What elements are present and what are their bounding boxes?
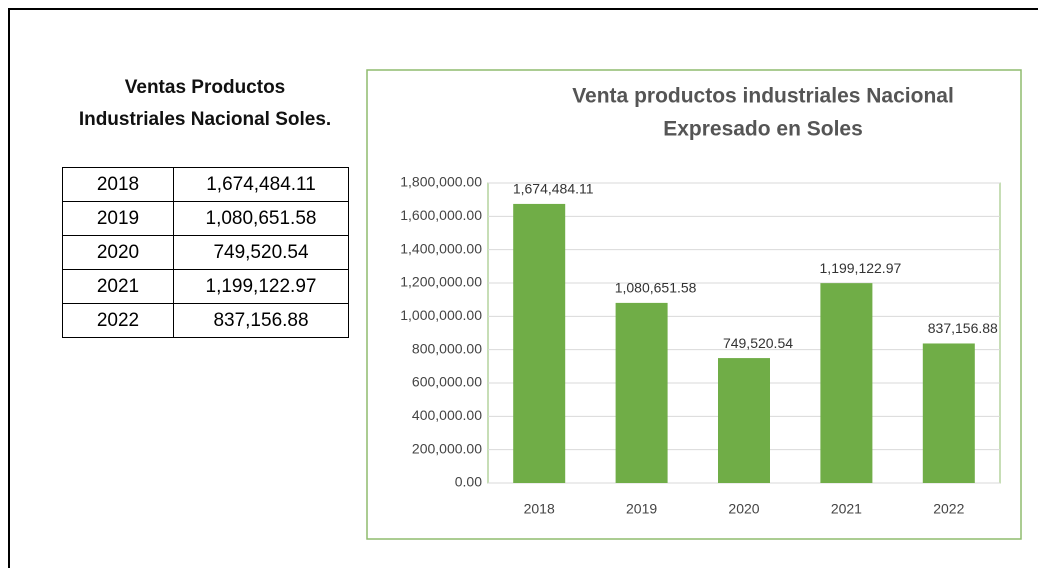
chart-frame	[366, 69, 1022, 540]
y-tick-label: 800,000.00	[412, 340, 482, 356]
bar	[718, 358, 770, 483]
table-title: Ventas Productos Industriales Nacional S…	[55, 72, 355, 136]
frame	[8, 8, 1038, 568]
data-label: 1,199,122.97	[820, 260, 902, 276]
data-label: 837,156.88	[928, 320, 998, 336]
bar	[922, 343, 975, 483]
table-cell: 1,674,484.11	[173, 167, 349, 202]
table-cell: 2018	[62, 167, 174, 202]
x-tick-label: 2020	[728, 501, 759, 517]
page: Ventas Productos Industriales Nacional S…	[8, 8, 1038, 568]
y-tick-label: 1,400,000.00	[400, 240, 482, 256]
table-cell: 837,156.88	[173, 303, 349, 338]
y-tick-label: 1,200,000.00	[400, 274, 482, 290]
x-tick-label: 2022	[933, 501, 964, 517]
sales-table: 2018 1,674,484.11 2019 1,080,651.58 2020 749,…	[62, 167, 349, 338]
bar	[513, 203, 566, 483]
x-tick-label: 2019	[626, 501, 657, 517]
y-tick-label: 0.00	[455, 474, 482, 490]
y-tick-label: 400,000.00	[412, 407, 482, 423]
y-tick-label: 1,800,000.00	[400, 174, 482, 190]
chart-title: Expresado en Soles	[663, 118, 863, 141]
bar	[820, 283, 873, 483]
data-label: 749,520.54	[723, 335, 793, 351]
title-line: Ventas Productos	[124, 77, 286, 98]
bar	[615, 302, 668, 483]
table-cell: 2019	[62, 201, 174, 236]
table-row: 2018 1,674,484.11	[62, 167, 349, 202]
data-label: 1,080,651.58	[615, 280, 697, 296]
y-tick-label: 600,000.00	[412, 374, 482, 390]
y-tick-label: 200,000.00	[412, 440, 482, 456]
table-row: 2022 837,156.88	[62, 303, 349, 338]
table-cell: 749,520.54	[173, 235, 349, 270]
data-label: 1,674,484.11	[513, 181, 594, 197]
x-tick-label: 2021	[831, 501, 862, 517]
table-cell: 2022	[62, 303, 174, 338]
y-tick-label: 1,000,000.00	[400, 307, 482, 323]
title-line: Industriales Nacional Soles.	[78, 109, 332, 130]
chart: Venta productos industriales Nacional Ex…	[366, 69, 1022, 540]
chart-title: Venta productos industriales Nacional	[572, 85, 954, 108]
x-tick-label: 2018	[524, 501, 555, 517]
y-tick-label: 1,600,000.00	[400, 207, 482, 223]
